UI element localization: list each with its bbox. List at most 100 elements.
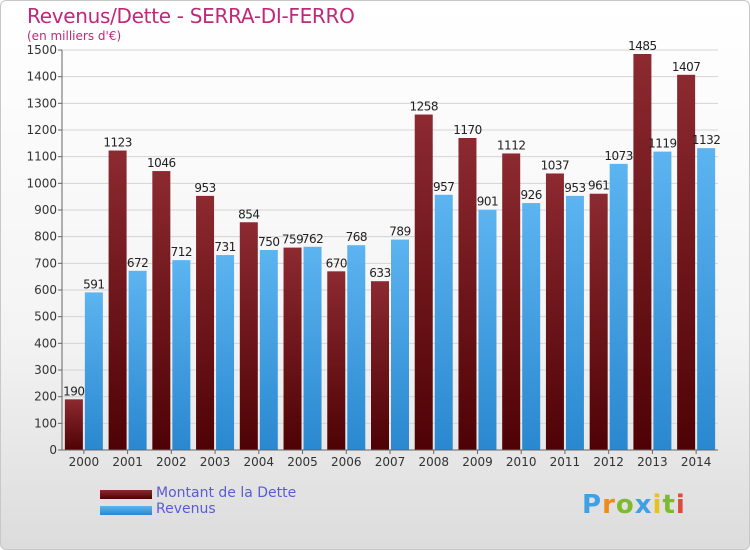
chart-title: Revenus/Dette - SERRA-DI-FERRO xyxy=(27,4,355,28)
logo-letter: i xyxy=(675,490,686,520)
value-label-dette: 190 xyxy=(63,384,84,398)
value-label-dette: 1485 xyxy=(628,39,657,53)
bar-revenus xyxy=(565,195,584,450)
value-label-dette: 953 xyxy=(194,181,215,195)
value-label-dette: 633 xyxy=(369,266,390,280)
bar-dette xyxy=(283,247,302,450)
bar-dette xyxy=(327,271,346,450)
logo-letter: i xyxy=(652,490,663,520)
bar-dette xyxy=(414,114,433,451)
legend-label-dette: Montant de la Dette xyxy=(156,485,297,501)
value-label-revenus: 1132 xyxy=(692,133,721,147)
value-label-revenus: 957 xyxy=(433,180,454,194)
x-tick-label: 2004 xyxy=(244,455,275,469)
value-label-dette: 1112 xyxy=(497,138,526,152)
bar-revenus xyxy=(434,194,453,450)
bar-dette xyxy=(633,54,652,450)
y-tick-label: 600 xyxy=(34,283,57,297)
value-label-revenus: 1073 xyxy=(604,149,633,163)
x-tick-label: 2005 xyxy=(287,455,318,469)
legend-label-revenus: Revenus xyxy=(156,501,216,517)
value-label-dette: 1407 xyxy=(672,60,701,74)
x-tick-label: 2009 xyxy=(462,455,493,469)
value-label-revenus: 768 xyxy=(346,230,367,244)
value-label-revenus: 901 xyxy=(477,195,498,209)
bar-revenus xyxy=(172,260,191,450)
bar-revenus xyxy=(609,163,628,450)
bar-revenus xyxy=(697,148,716,450)
bar-revenus xyxy=(259,250,278,450)
value-label-revenus: 731 xyxy=(214,240,235,254)
bar-dette xyxy=(545,173,564,450)
value-label-dette: 759 xyxy=(282,233,303,247)
x-tick-label: 2010 xyxy=(506,455,537,469)
y-tick-label: 200 xyxy=(34,390,57,404)
y-tick-label: 100 xyxy=(34,416,57,430)
x-tick-label: 2000 xyxy=(69,455,100,469)
value-label-dette: 1258 xyxy=(409,100,438,114)
x-tick-label: 2013 xyxy=(637,455,668,469)
y-tick-label: 1500 xyxy=(26,43,57,57)
y-tick-label: 1200 xyxy=(26,123,57,137)
bar-revenus xyxy=(478,209,497,450)
value-label-dette: 961 xyxy=(588,179,609,193)
x-tick-label: 2002 xyxy=(156,455,187,469)
bar-revenus xyxy=(653,151,672,450)
value-label-revenus: 672 xyxy=(127,256,148,270)
value-label-revenus: 591 xyxy=(83,277,104,291)
x-tick-label: 2003 xyxy=(200,455,231,469)
x-tick-label: 2006 xyxy=(331,455,362,469)
bar-dette xyxy=(502,153,521,450)
legend-swatch-revenus xyxy=(100,506,152,515)
bar-dette xyxy=(371,281,389,450)
bar-dette xyxy=(677,74,696,451)
bar-revenus xyxy=(303,246,322,450)
value-label-revenus: 1119 xyxy=(648,137,677,151)
x-tick-label: 2001 xyxy=(112,455,143,469)
logo-letter: x xyxy=(634,490,653,520)
y-tick-label: 1400 xyxy=(26,70,57,84)
logo-letter: r xyxy=(602,490,616,520)
bar-revenus xyxy=(347,245,366,450)
value-label-dette: 1170 xyxy=(453,123,482,137)
value-label-dette: 1046 xyxy=(147,156,176,170)
logo-letter: t xyxy=(662,490,676,520)
bar-revenus xyxy=(391,239,409,450)
bar-dette xyxy=(458,138,477,450)
value-label-revenus: 750 xyxy=(258,235,279,249)
value-label-revenus: 926 xyxy=(520,188,541,202)
value-label-revenus: 953 xyxy=(564,181,585,195)
bar-dette xyxy=(108,150,127,451)
value-label-revenus: 762 xyxy=(302,232,323,246)
legend-swatch-dette xyxy=(100,490,152,499)
logo-letter: o xyxy=(615,490,635,520)
x-tick-label: 2007 xyxy=(375,455,406,469)
y-tick-label: 400 xyxy=(34,336,57,350)
x-tick-label: 2014 xyxy=(681,455,712,469)
bar-revenus xyxy=(128,270,147,450)
y-tick-label: 1300 xyxy=(26,96,57,110)
x-tick-label: 2011 xyxy=(550,455,581,469)
logo-letter: P xyxy=(582,490,603,520)
value-label-revenus: 789 xyxy=(389,225,410,239)
y-tick-label: 0 xyxy=(49,443,57,457)
value-label-dette: 1123 xyxy=(103,136,132,150)
bar-dette xyxy=(152,171,171,451)
chart-subtitle: (en milliers d'€) xyxy=(27,29,122,43)
value-label-dette: 670 xyxy=(326,256,347,270)
x-tick-label: 2008 xyxy=(418,455,449,469)
y-tick-label: 300 xyxy=(34,363,57,377)
y-tick-label: 700 xyxy=(34,256,57,270)
bar-revenus xyxy=(84,292,103,450)
y-tick-label: 900 xyxy=(34,203,57,217)
y-tick-label: 500 xyxy=(34,310,57,324)
bar-dette xyxy=(196,195,215,450)
y-tick-label: 1100 xyxy=(26,150,57,164)
value-label-dette: 1037 xyxy=(541,158,570,172)
y-tick-label: 1000 xyxy=(26,176,57,190)
bar-revenus xyxy=(522,203,541,450)
bar-dette xyxy=(239,222,258,450)
x-tick-label: 2012 xyxy=(593,455,624,469)
bar-dette xyxy=(589,193,608,450)
